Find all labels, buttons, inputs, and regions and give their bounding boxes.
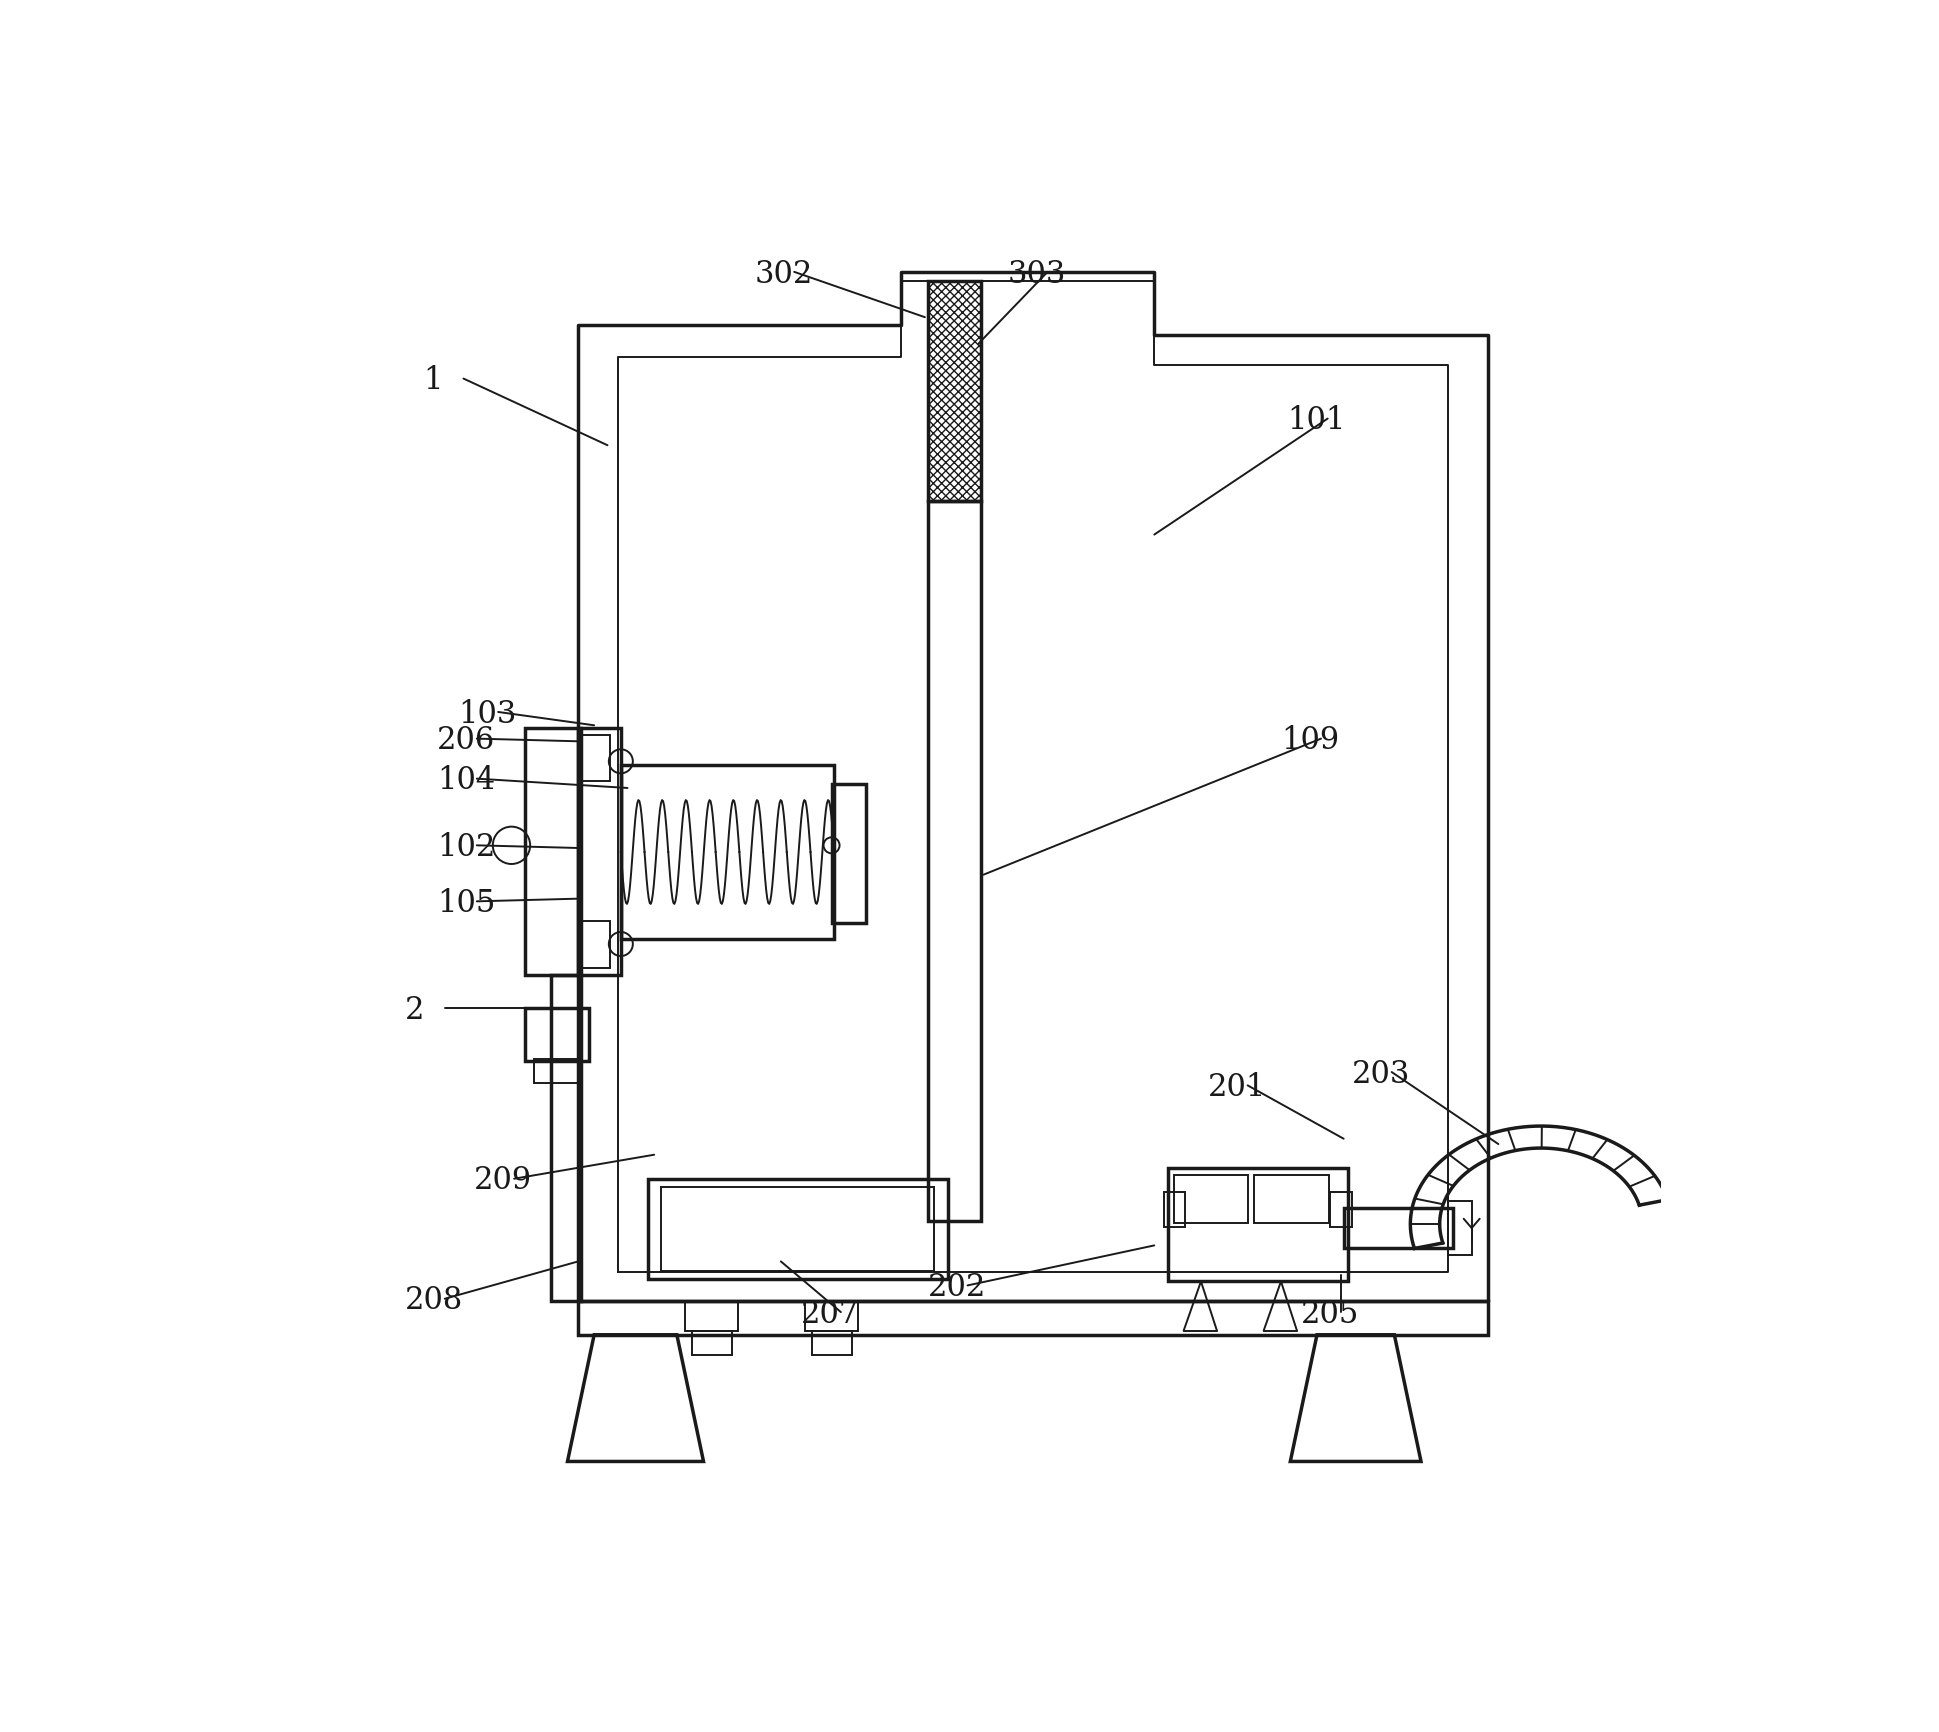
Bar	[551, 975, 580, 1301]
Text: 202: 202	[927, 1271, 985, 1302]
Text: 109: 109	[1280, 726, 1338, 757]
Bar	[1255, 1174, 1328, 1223]
Bar	[1163, 1192, 1185, 1226]
Text: 303: 303	[1006, 258, 1065, 289]
Text: 102: 102	[436, 831, 494, 863]
Text: 101: 101	[1287, 405, 1346, 436]
Bar	[811, 1330, 851, 1354]
Bar	[661, 1186, 935, 1271]
Text: 205: 205	[1301, 1299, 1359, 1330]
Text: 209: 209	[473, 1166, 531, 1197]
Bar	[832, 785, 867, 923]
Text: 2: 2	[405, 994, 425, 1025]
Bar	[525, 1008, 589, 1062]
Bar	[1167, 1167, 1348, 1282]
Text: 207: 207	[801, 1299, 859, 1330]
Bar	[927, 501, 981, 1221]
Text: 206: 206	[436, 726, 494, 757]
Bar	[578, 727, 620, 975]
Text: 201: 201	[1206, 1072, 1266, 1103]
Text: 208: 208	[405, 1285, 463, 1316]
Bar	[1344, 1209, 1452, 1249]
Text: 302: 302	[754, 258, 812, 289]
Bar	[927, 281, 981, 501]
Bar	[1446, 1202, 1472, 1254]
Bar	[1330, 1192, 1351, 1226]
Bar	[533, 1058, 580, 1082]
Bar	[690, 1330, 731, 1354]
Text: 203: 203	[1351, 1058, 1410, 1089]
Bar	[578, 734, 611, 781]
Text: 104: 104	[436, 766, 494, 797]
Bar	[684, 1301, 739, 1330]
Bar	[648, 1179, 946, 1278]
Text: 105: 105	[436, 889, 494, 920]
Text: 103: 103	[458, 698, 516, 729]
Bar	[578, 1301, 1487, 1335]
Text: 1: 1	[423, 365, 442, 397]
Bar	[525, 727, 580, 975]
Bar	[578, 921, 611, 968]
Bar	[620, 766, 834, 939]
Bar	[805, 1301, 857, 1330]
Bar	[1173, 1174, 1247, 1223]
